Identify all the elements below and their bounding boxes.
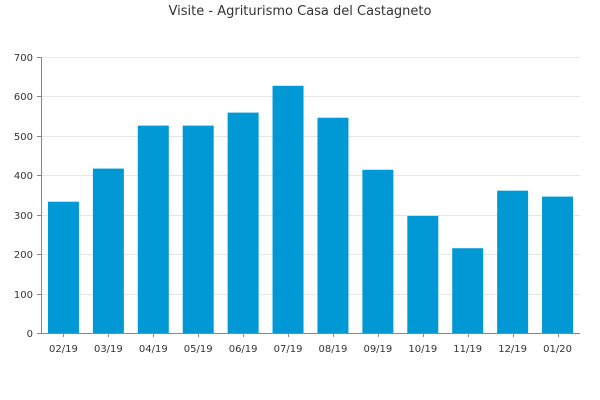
y-tick-label: 700 <box>14 53 33 64</box>
x-tick-label: 10/19 <box>408 344 437 355</box>
bar <box>47 201 79 333</box>
bar <box>497 190 529 333</box>
bar <box>452 248 484 333</box>
x-tick-label: 03/19 <box>94 344 123 355</box>
bar <box>317 117 349 333</box>
x-tick-label: 04/19 <box>139 344 168 355</box>
bar <box>227 112 259 333</box>
bar <box>137 125 169 333</box>
x-tick-label: 02/19 <box>49 344 78 355</box>
y-tick-label: 200 <box>14 250 33 261</box>
bar <box>407 215 439 333</box>
y-tick-label: 400 <box>14 171 33 182</box>
x-tick-label: 11/19 <box>453 344 482 355</box>
y-tick-label: 500 <box>14 132 33 143</box>
bar <box>92 168 124 333</box>
x-tick-labels: 02/19 03/19 04/19 05/19 06/19 07/19 08/19 09/19… <box>49 344 572 355</box>
x-tick-label: 12/19 <box>498 344 527 355</box>
x-tick-label: 05/19 <box>184 344 213 355</box>
x-tick-label: 06/19 <box>229 344 258 355</box>
y-tick-label: 0 <box>27 329 33 340</box>
bar <box>182 125 214 333</box>
chart-title: Visite - Agriturismo Casa del Castagneto <box>168 4 432 19</box>
bar <box>542 196 574 333</box>
x-tick-label: 01/20 <box>543 344 572 355</box>
y-tick-label: 300 <box>14 211 33 222</box>
x-tick-label: 07/19 <box>274 344 303 355</box>
y-tick-labels: 0 100 200 300 400 500 600 700 <box>14 53 33 340</box>
y-tick-label: 100 <box>14 290 33 301</box>
x-tick-label: 09/19 <box>363 344 392 355</box>
bars <box>47 85 574 333</box>
x-tick-label: 08/19 <box>319 344 348 355</box>
axes <box>41 57 580 334</box>
bar <box>272 85 304 333</box>
bar <box>362 169 394 333</box>
y-tick-label: 600 <box>14 92 33 103</box>
